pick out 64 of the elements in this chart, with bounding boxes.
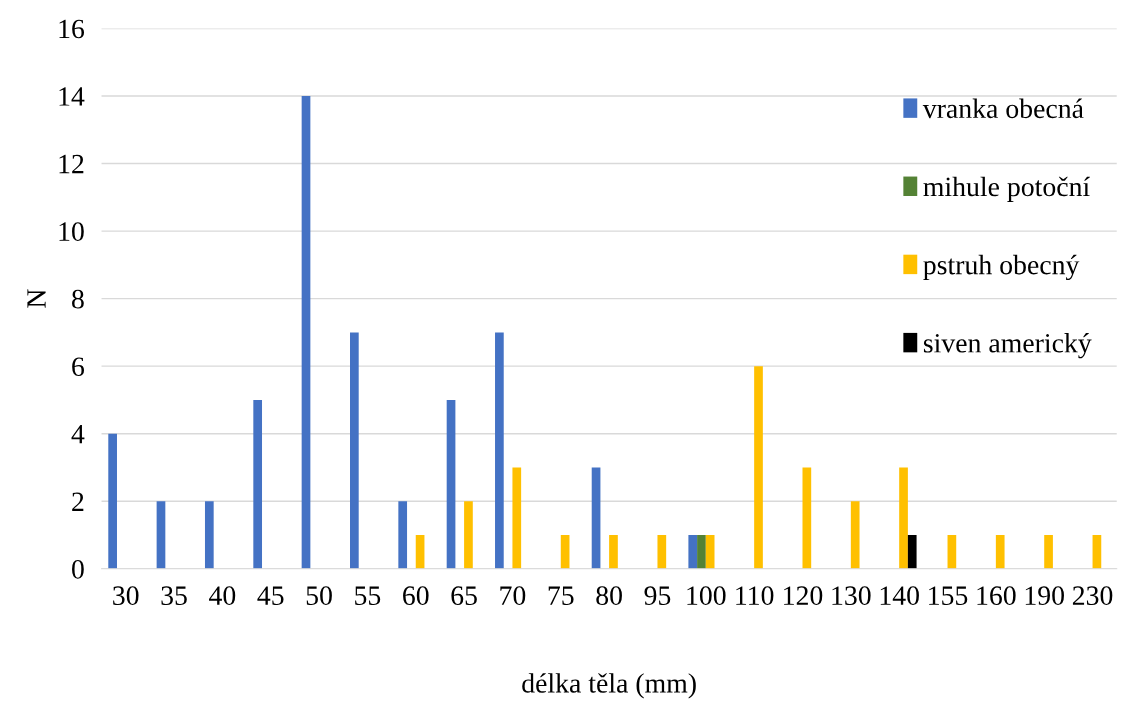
bar	[850, 501, 860, 569]
x-tick-label: 155	[929, 586, 968, 606]
x-axis-title: délka těla (mm)	[522, 673, 696, 699]
x-tick-label: 140	[880, 586, 919, 606]
x-tick-label: 70	[500, 586, 526, 606]
y-tick-label: 6	[72, 357, 85, 377]
x-tick-label: 60	[403, 586, 429, 606]
x-tick-label: 40	[209, 586, 236, 606]
bar	[1092, 535, 1102, 569]
bar	[899, 467, 908, 569]
x-tick-label: 95	[644, 586, 671, 606]
x-tick-label: 50	[306, 586, 332, 606]
x-tick-label: 230	[1072, 586, 1113, 606]
x-tick-label: 45	[257, 586, 284, 606]
y-tick-label: 2	[72, 492, 84, 511]
y-tick-label: 16	[59, 19, 85, 39]
legend-label: siven americký	[923, 333, 1092, 359]
y-tick-label: 4	[71, 425, 85, 444]
bar	[657, 535, 667, 569]
bar	[591, 467, 601, 569]
y-tick-label: 8	[72, 289, 84, 309]
bar	[108, 433, 117, 569]
bar	[253, 399, 263, 569]
x-tick-label: 100	[687, 586, 726, 606]
x-tick-label: 35	[161, 586, 187, 606]
bar	[947, 535, 957, 569]
bar	[705, 535, 715, 569]
y-tick-label: 14	[59, 87, 85, 106]
bar	[398, 501, 408, 569]
bar	[301, 95, 311, 569]
bar	[754, 366, 763, 569]
bar	[907, 535, 917, 569]
bar	[1044, 535, 1053, 569]
bar	[802, 467, 812, 569]
x-tick-label: 30	[113, 586, 139, 606]
x-tick-label: 110	[736, 586, 774, 606]
bar	[464, 501, 473, 569]
legend-label: mihule potoční	[923, 176, 1090, 202]
bar	[697, 535, 706, 569]
x-tick-label: 65	[451, 586, 477, 606]
x-tick-label: 120	[784, 586, 823, 606]
bar	[995, 535, 1005, 569]
bar	[560, 535, 570, 569]
x-tick-label: 75	[548, 586, 574, 606]
bar	[512, 467, 522, 569]
bar	[156, 501, 166, 569]
bar	[446, 399, 456, 569]
bar	[350, 332, 359, 569]
y-tick-label: 10	[59, 222, 84, 241]
x-tick-label: 130	[832, 586, 871, 606]
bar	[609, 535, 618, 569]
y-axis-title: N	[27, 289, 46, 308]
legend-label: vranka obecná	[922, 98, 1084, 119]
bar	[204, 501, 214, 569]
legend-label: pstruh obecný	[923, 254, 1080, 281]
bar	[495, 332, 504, 569]
x-tick-label: 190	[1025, 586, 1064, 606]
y-tick-label: 0	[72, 559, 84, 579]
bar	[688, 535, 698, 569]
x-tick-label: 80	[596, 586, 622, 606]
y-tick-label: 12	[59, 154, 84, 174]
x-tick-label: 160	[977, 586, 1016, 606]
x-tick-label: 55	[355, 586, 381, 606]
bar	[415, 535, 425, 569]
